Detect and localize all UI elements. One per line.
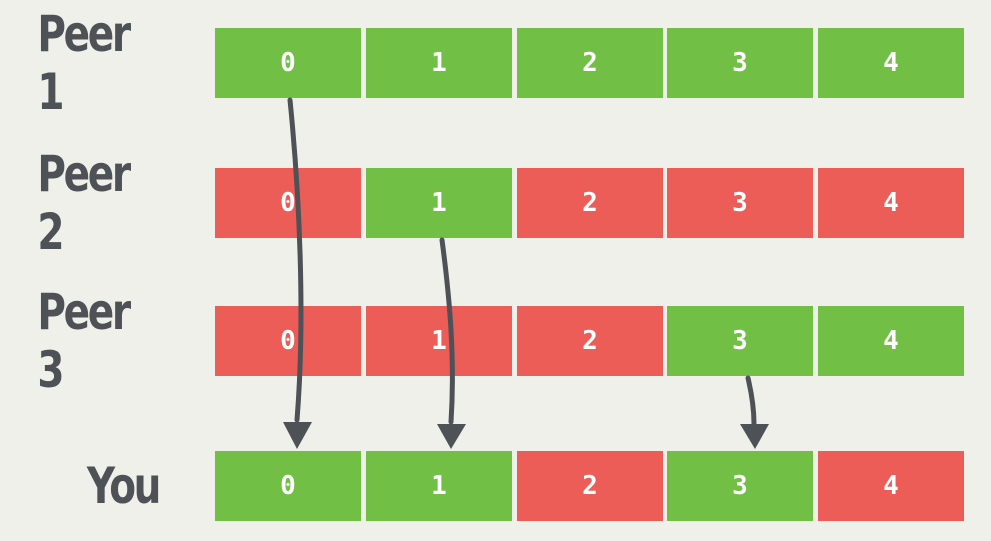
- piece-cell: 2: [517, 168, 663, 238]
- piece-cell: 4: [818, 451, 964, 521]
- piece-cell: 3: [667, 28, 813, 98]
- row-label: Peer 1: [37, 5, 131, 121]
- piece-strip: 0 1 2 3 4: [215, 306, 964, 376]
- row-peer-2: Peer 2 0 1 2 3 4: [0, 145, 991, 261]
- piece-cell: 1: [366, 28, 512, 98]
- arrow-head-icon: [283, 422, 312, 449]
- row-peer-3: Peer 3 0 1 2 3 4: [0, 283, 991, 399]
- piece-cell: 4: [818, 306, 964, 376]
- piece-strip: 0 1 2 3 4: [215, 28, 964, 98]
- row-you: You 0 1 2 3 4: [0, 451, 991, 521]
- piece-strip: 0 1 2 3 4: [215, 168, 964, 238]
- arrow-head-icon: [740, 424, 769, 449]
- piece-cell: 1: [366, 168, 512, 238]
- piece-cell: 2: [517, 451, 663, 521]
- row-label: Peer 2: [37, 145, 131, 261]
- row-label: You: [86, 457, 162, 515]
- arrow-head-icon: [437, 424, 466, 449]
- row-peer-1: Peer 1 0 1 2 3 4: [0, 5, 991, 121]
- piece-cell: 0: [215, 451, 361, 521]
- piece-cell: 0: [215, 168, 361, 238]
- transfer-arrow-piece-3: [745, 375, 757, 427]
- piece-cell: 2: [517, 28, 663, 98]
- piece-cell: 3: [667, 168, 813, 238]
- piece-cell: 2: [517, 306, 663, 376]
- piece-cell: 3: [667, 306, 813, 376]
- piece-cell: 0: [215, 306, 361, 376]
- row-label: Peer 3: [37, 283, 131, 399]
- piece-strip: 0 1 2 3 4: [215, 451, 964, 521]
- piece-cell: 1: [366, 451, 512, 521]
- piece-cell: 4: [818, 168, 964, 238]
- piece-cell: 3: [667, 451, 813, 521]
- piece-cell: 1: [366, 306, 512, 376]
- piece-cell: 4: [818, 28, 964, 98]
- piece-cell: 0: [215, 28, 361, 98]
